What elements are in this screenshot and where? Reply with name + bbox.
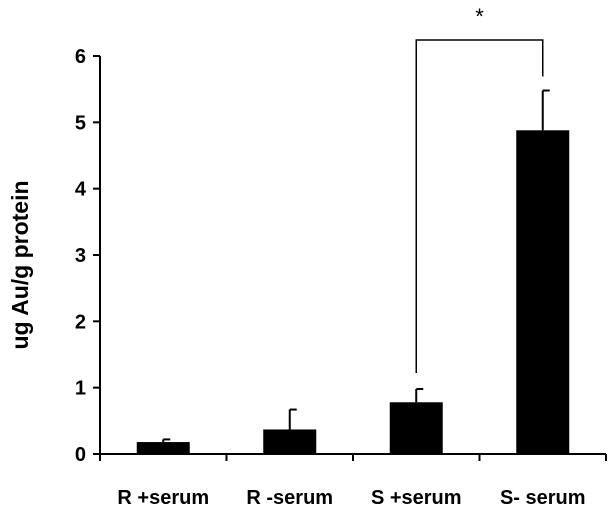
- axes-group: 0 1 2 3 4 5 6 R +serum R -serum S +serum S- serum: [75, 46, 607, 509]
- y-tick-label-5: 5: [75, 112, 86, 134]
- y-tick-label-0: 0: [75, 444, 86, 466]
- y-axis-label: ug Au/g protein: [7, 180, 33, 349]
- bar-2: [263, 429, 317, 454]
- significance-bracket: [415, 39, 544, 373]
- x-tick-label-2: R -serum: [246, 487, 333, 509]
- bar-4: [516, 130, 570, 454]
- error-bars-group: [162, 89, 550, 443]
- y-tick-label-2: 2: [75, 311, 86, 333]
- x-tick-label-1: R +serum: [117, 487, 209, 509]
- y-tick-label-3: 3: [75, 245, 86, 267]
- significance-group: *: [415, 4, 544, 373]
- bar-1: [136, 442, 190, 454]
- x-tick-label-3: S +serum: [371, 487, 462, 509]
- y-tick-label-1: 1: [75, 378, 86, 400]
- y-tick-label-4: 4: [75, 179, 87, 201]
- bars-group: [136, 130, 570, 454]
- x-tick-label-4: S- serum: [500, 487, 586, 509]
- significance-marker: *: [475, 4, 484, 29]
- bar-3: [389, 402, 443, 454]
- y-tick-label-6: 6: [75, 46, 86, 68]
